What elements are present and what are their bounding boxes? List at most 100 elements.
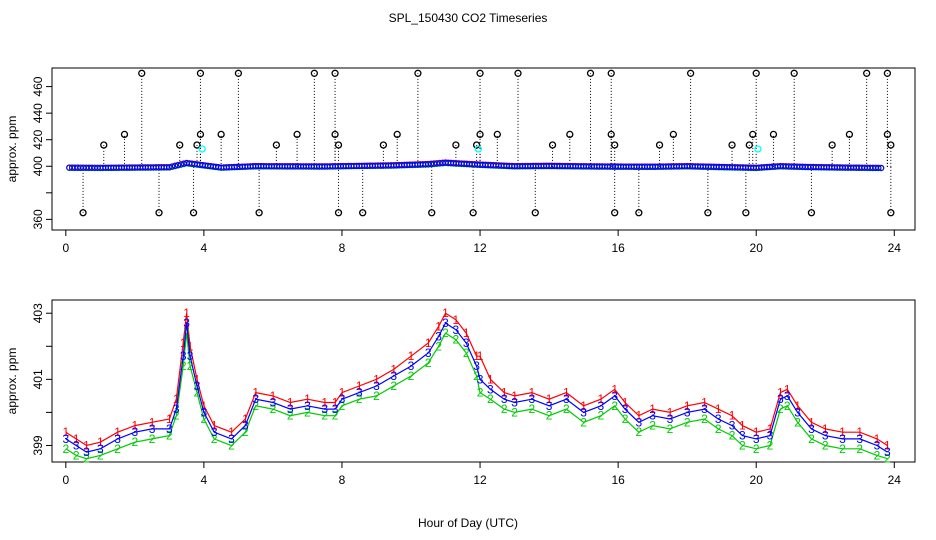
y-tick-label: 360 [31, 209, 45, 229]
series-marker-2: 2 [715, 422, 722, 436]
series-marker-2: 2 [767, 438, 774, 452]
series-marker-2: 2 [511, 405, 518, 419]
series-marker-2: 2 [201, 412, 208, 426]
data-point [428, 160, 435, 168]
series-marker-3: 3 [132, 425, 139, 439]
series-marker-2: 2 [132, 435, 139, 449]
series-marker-3: 3 [62, 432, 69, 446]
series-marker-3: 3 [794, 405, 801, 419]
data-point [433, 160, 440, 167]
series-marker-1: 1 [546, 392, 553, 406]
series-marker-1: 1 [649, 402, 656, 416]
x-tick-label: 8 [339, 241, 346, 255]
series-marker-2: 2 [73, 448, 80, 462]
series-marker-3: 3 [408, 359, 415, 373]
series-marker-1: 1 [611, 382, 618, 396]
series-marker-2: 2 [62, 442, 69, 456]
series-marker-3: 3 [339, 392, 346, 406]
outlier-point [769, 130, 778, 139]
series-marker-3: 3 [777, 392, 784, 406]
outlier-point [883, 69, 892, 77]
series-marker-1: 1 [132, 419, 139, 433]
outlier-point [635, 209, 643, 217]
outlier-point [655, 141, 664, 149]
top-y-axis-label: approx. ppm [5, 116, 19, 183]
series-marker-2: 2 [304, 405, 311, 419]
series-marker-2: 2 [453, 333, 460, 347]
series-marker-1: 1 [777, 386, 784, 400]
x-axis-label: Hour of Day (UTC) [418, 516, 518, 530]
series-marker-1: 1 [856, 425, 863, 439]
series-marker-3: 3 [715, 412, 722, 426]
series-marker-3: 3 [166, 422, 173, 436]
series-marker-2: 2 [546, 409, 553, 423]
series-marker-2: 2 [287, 409, 294, 423]
series-marker-2: 2 [211, 432, 218, 446]
series-marker-3: 3 [453, 323, 460, 337]
series-marker-3: 3 [270, 395, 277, 409]
flagged-point [754, 145, 762, 153]
series-marker-3: 3 [635, 415, 642, 429]
series-line-1 [65, 312, 888, 447]
series-marker-3: 3 [580, 405, 587, 419]
data-point [169, 163, 176, 170]
series-marker-3: 3 [477, 372, 484, 386]
flagged-point [474, 145, 482, 153]
outlier-point [155, 209, 163, 217]
series-marker-1: 1 [739, 419, 746, 433]
outlier-point [310, 69, 319, 77]
bottom-y-axis-label: approx. ppm [5, 348, 19, 415]
series-marker-1: 1 [839, 425, 846, 439]
y-tick-label: 399 [31, 435, 45, 455]
series-marker-3: 3 [442, 316, 449, 330]
series-marker-3: 3 [211, 425, 218, 439]
series-marker-1: 1 [511, 389, 518, 403]
series-marker-1: 1 [228, 425, 235, 439]
outlier-point [514, 69, 522, 77]
series-marker-1: 1 [794, 399, 801, 413]
x-tick-label: 0 [62, 241, 69, 255]
series-marker-2: 2 [635, 425, 642, 439]
outlier-point [752, 69, 760, 77]
bottom-plot-frame [51, 299, 916, 463]
series-marker-2: 2 [180, 359, 187, 373]
outlier-point [196, 130, 205, 139]
outlier-point [548, 141, 557, 149]
series-marker-1: 1 [667, 405, 674, 419]
data-point [172, 162, 179, 170]
series-marker-2: 2 [83, 452, 90, 466]
series-marker-1: 1 [242, 412, 249, 426]
series-marker-3: 3 [114, 432, 121, 446]
outlier-point [414, 69, 422, 77]
series-marker-1: 1 [83, 438, 90, 452]
series-marker-3: 3 [304, 399, 311, 413]
series-marker-2: 2 [183, 326, 190, 340]
data-point [436, 160, 443, 167]
series-marker-1: 1 [463, 326, 470, 340]
series-marker-3: 3 [201, 405, 208, 419]
x-tick-label: 16 [611, 241, 625, 255]
series-marker-1: 1 [635, 409, 642, 423]
series-marker-1: 1 [884, 438, 891, 452]
series-marker-1: 1 [808, 415, 815, 429]
x-tick-label: 4 [201, 473, 208, 487]
series-marker-1: 1 [194, 372, 201, 386]
outlier-point [749, 130, 757, 139]
series-marker-2: 2 [501, 402, 508, 416]
outlier-point [234, 69, 243, 77]
series-marker-3: 3 [173, 402, 180, 416]
outlier-point [669, 130, 678, 139]
series-marker-3: 3 [149, 422, 156, 436]
series-marker-1: 1 [453, 313, 460, 327]
series-marker-1: 1 [729, 409, 736, 423]
series-marker-3: 3 [856, 432, 863, 446]
series-marker-1: 1 [373, 372, 380, 386]
outlier-point [586, 69, 595, 77]
outlier-point [704, 209, 712, 217]
series-marker-3: 3 [808, 422, 815, 436]
series-marker-1: 1 [473, 349, 480, 363]
series-marker-3: 3 [822, 429, 829, 443]
outlier-point [379, 141, 388, 149]
